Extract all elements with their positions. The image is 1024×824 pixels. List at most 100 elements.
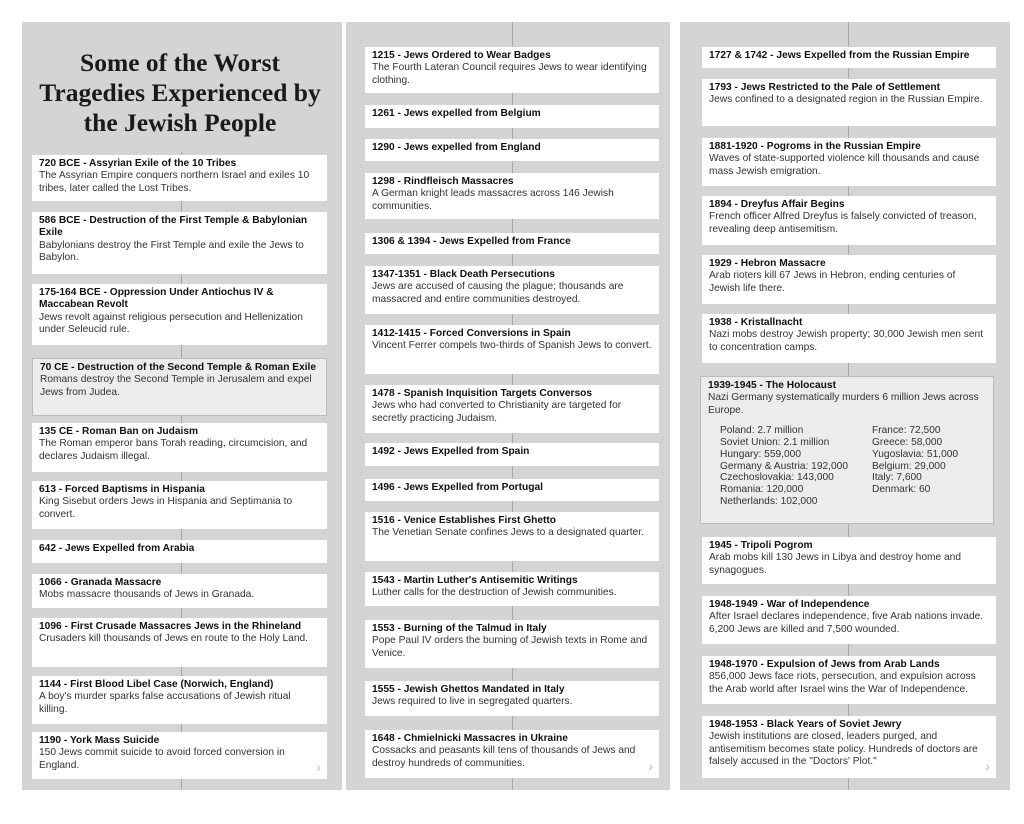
event-description: Nazi Germany systematically murders 6 mi… [708, 392, 979, 416]
event-description: A German knight leads massacres across 1… [372, 188, 614, 212]
timeline-event: 1496 - Jews Expelled from Portugal [365, 479, 659, 501]
event-description: Vincent Ferrer compels two-thirds of Spa… [372, 340, 652, 352]
timeline-event: 1066 - Granada Massacre Mobs massacre tho… [32, 574, 327, 608]
stat-item: Netherlands: 102,000 [720, 496, 818, 507]
event-description: Arab mobs kill 130 Jews in Libya and des… [709, 552, 961, 576]
event-description: 856,000 Jews face riots, persecution, an… [709, 671, 976, 695]
timeline-event: 1881-1920 - Pogroms in the Russian Empir… [702, 138, 996, 186]
timeline-event: 1553 - Burning of the Talmud in Italy Pop… [365, 620, 659, 668]
stat-item: Soviet Union: 2.1 million [720, 437, 830, 449]
timeline-event: 175-164 BCE - Oppression Under Antiochus… [32, 284, 327, 345]
timeline-event: 1894 - Dreyfus Affair Begins French offic… [702, 196, 996, 245]
timeline-event: 1543 - Martin Luther's Antisemitic Writi… [365, 572, 659, 606]
timeline-event: 1306 & 1394 - Jews Expelled from France [365, 233, 659, 254]
stat-item: Romania: 120,000 [720, 484, 804, 496]
stat-item: Belgium: 29,000 [872, 460, 946, 472]
event-title: 1648 - Chmielnicki Massacres in Ukraine [372, 733, 568, 744]
event-description: The Fourth Lateran Council requires Jews… [372, 62, 647, 86]
event-description: The Assyrian Empire conquers northern Is… [39, 170, 310, 194]
event-title: 1948-1970 - Expulsion of Jews from Arab … [709, 659, 940, 670]
event-description: 150 Jews commit suicide to avoid forced … [39, 747, 285, 771]
event-description: Mobs massacre thousands of Jews in Grana… [39, 589, 255, 601]
event-title: 1945 - Tripoli Pogrom [709, 540, 813, 551]
event-description: After Israel declares independence, five… [709, 611, 984, 635]
stat-item: Germany & Austria: 192,000 [720, 460, 848, 472]
event-description: A boy's murder sparks false accusations … [39, 691, 291, 715]
event-title: 1553 - Burning of the Talmud in Italy [372, 623, 547, 634]
page-title: Some of the Worst Tragedies Experienced … [39, 48, 321, 137]
event-title: 1948-1949 - War of Independence [709, 599, 870, 610]
event-description: Jews revolt against religious persecutio… [39, 311, 303, 336]
timeline-event: 1516 - Venice Establishes First Ghetto Th… [365, 512, 659, 561]
event-title: 586 BCE - Destruction of the First Templ… [39, 215, 308, 239]
event-title: 1190 - York Mass Suicide [39, 735, 160, 746]
timeline-event: 1290 - Jews expelled from England [365, 139, 659, 161]
stat-item: Italy: 7,600 [872, 472, 922, 484]
event-description: The Venetian Senate confines Jews to a d… [372, 527, 644, 539]
event-description: Romans destroy the Second Temple in Jeru… [40, 374, 312, 398]
stat-item: France: 72,500 [872, 425, 941, 437]
stat-item: Hungary: 559,000 [720, 448, 801, 460]
stat-item: Yugoslavia: 51,000 [872, 448, 959, 460]
event-description: King Sisebut orders Jews in Hispania and… [39, 496, 293, 520]
timeline-event: 1215 - Jews Ordered to Wear Badges The Fo… [365, 47, 659, 93]
event-description: Jews who had converted to Christianity a… [372, 400, 622, 424]
event-description: Luther calls for the destruction of Jewi… [372, 587, 617, 599]
timeline-event: 642 - Jews Expelled from Arabia [32, 540, 327, 563]
timeline-event: 1948-1953 - Black Years of Soviet Jewry J… [702, 716, 996, 778]
timeline-event: 720 BCE - Assyrian Exile of the 10 Tribe… [32, 155, 327, 201]
timeline-event: 1793 - Jews Restricted to the Pale of Se… [702, 79, 996, 126]
timeline-event: 1648 - Chmielnicki Massacres in Ukraine C… [365, 730, 659, 778]
event-description: Jews required to live in segregated quar… [372, 696, 573, 708]
event-title: 1478 - Spanish Inquisition Targets Conve… [372, 388, 593, 399]
timeline-event: 613 - Forced Baptisms in Hispania King Si… [32, 481, 327, 529]
event-title: 1290 - Jews expelled from England [372, 142, 541, 153]
timeline-event: 1948-1949 - War of Independence After Isr… [702, 596, 996, 644]
timeline-event: 1478 - Spanish Inquisition Targets Conve… [365, 385, 659, 433]
event-title: 1939-1945 - The Holocaust [708, 380, 836, 391]
event-description: Cossacks and peasants kill tens of thous… [372, 745, 636, 769]
stat-item: Poland: 2.7 million [720, 425, 804, 437]
event-title: 1261 - Jews expelled from Belgium [372, 108, 541, 119]
timeline-event: 70 CE - Destruction of the Second Temple… [32, 358, 327, 416]
timeline-event: 1555 - Jewish Ghettos Mandated in Italy J… [365, 681, 659, 716]
timeline-event: 1261 - Jews expelled from Belgium [365, 105, 659, 128]
timeline-event: 1190 - York Mass Suicide 150 Jews commit … [32, 732, 327, 779]
event-title: 1793 - Jews Restricted to the Pale of Se… [709, 82, 940, 93]
event-description: Arab rioters kill 67 Jews in Hebron, end… [709, 270, 956, 294]
timeline-event: 135 CE - Roman Ban on Judaism The Roman e… [32, 423, 327, 472]
event-title: 1412-1415 - Forced Conversions in Spain [372, 328, 571, 339]
event-title: 1938 - Kristallnacht [709, 317, 803, 328]
event-title: 1516 - Venice Establishes First Ghetto [372, 515, 557, 526]
event-description: Jews are accused of causing the plague; … [372, 281, 624, 305]
timeline-event: 1939-1945 - The Holocaust Nazi Germany sy… [700, 376, 994, 524]
chevron-right-icon: › [985, 757, 990, 774]
event-title: 613 - Forced Baptisms in Hispania [39, 484, 205, 495]
timeline-event: 1096 - First Crusade Massacres Jews in t… [32, 618, 327, 667]
event-title: 1492 - Jews Expelled from Spain [372, 446, 530, 457]
holocaust-stats: Poland: 2.7 million Soviet Union: 2.1 mil… [720, 425, 986, 508]
event-description: Waves of state-supported violence kill t… [709, 153, 980, 177]
timeline-event: 1945 - Tripoli Pogrom Arab mobs kill 130 … [702, 537, 996, 584]
event-title: 720 BCE - Assyrian Exile of the 10 Tribe… [39, 158, 237, 169]
chevron-right-icon: › [316, 758, 321, 775]
event-title: 642 - Jews Expelled from Arabia [39, 543, 195, 554]
timeline-event: 1948-1970 - Expulsion of Jews from Arab … [702, 656, 996, 704]
stat-item: Greece: 58,000 [872, 437, 943, 449]
chevron-right-icon: › [648, 757, 653, 774]
stat-item: Denmark: 60 [872, 484, 931, 496]
event-title: 1894 - Dreyfus Affair Begins [709, 199, 845, 210]
event-description: Pope Paul IV orders the burning of Jewis… [372, 635, 648, 659]
timeline-event: 1938 - Kristallnacht Nazi mobs destroy Je… [702, 314, 996, 363]
event-description: French officer Alfred Dreyfus is falsely… [709, 211, 977, 235]
event-title: 1306 & 1394 - Jews Expelled from France [372, 236, 571, 247]
timeline-event: 1144 - First Blood Libel Case (Norwich, … [32, 676, 327, 724]
event-title: 1066 - Granada Massacre [39, 577, 162, 588]
timeline-event: 1492 - Jews Expelled from Spain [365, 443, 659, 466]
event-title: 1496 - Jews Expelled from Portugal [372, 482, 543, 493]
timeline-event: 1298 - Rindfleisch Massacres A German kni… [365, 173, 659, 219]
event-title: 1555 - Jewish Ghettos Mandated in Italy [372, 684, 565, 695]
event-title: 1543 - Martin Luther's Antisemitic Writi… [372, 575, 578, 586]
timeline-event: 586 BCE - Destruction of the First Templ… [32, 212, 327, 274]
event-title: 1215 - Jews Ordered to Wear Badges [372, 50, 551, 61]
